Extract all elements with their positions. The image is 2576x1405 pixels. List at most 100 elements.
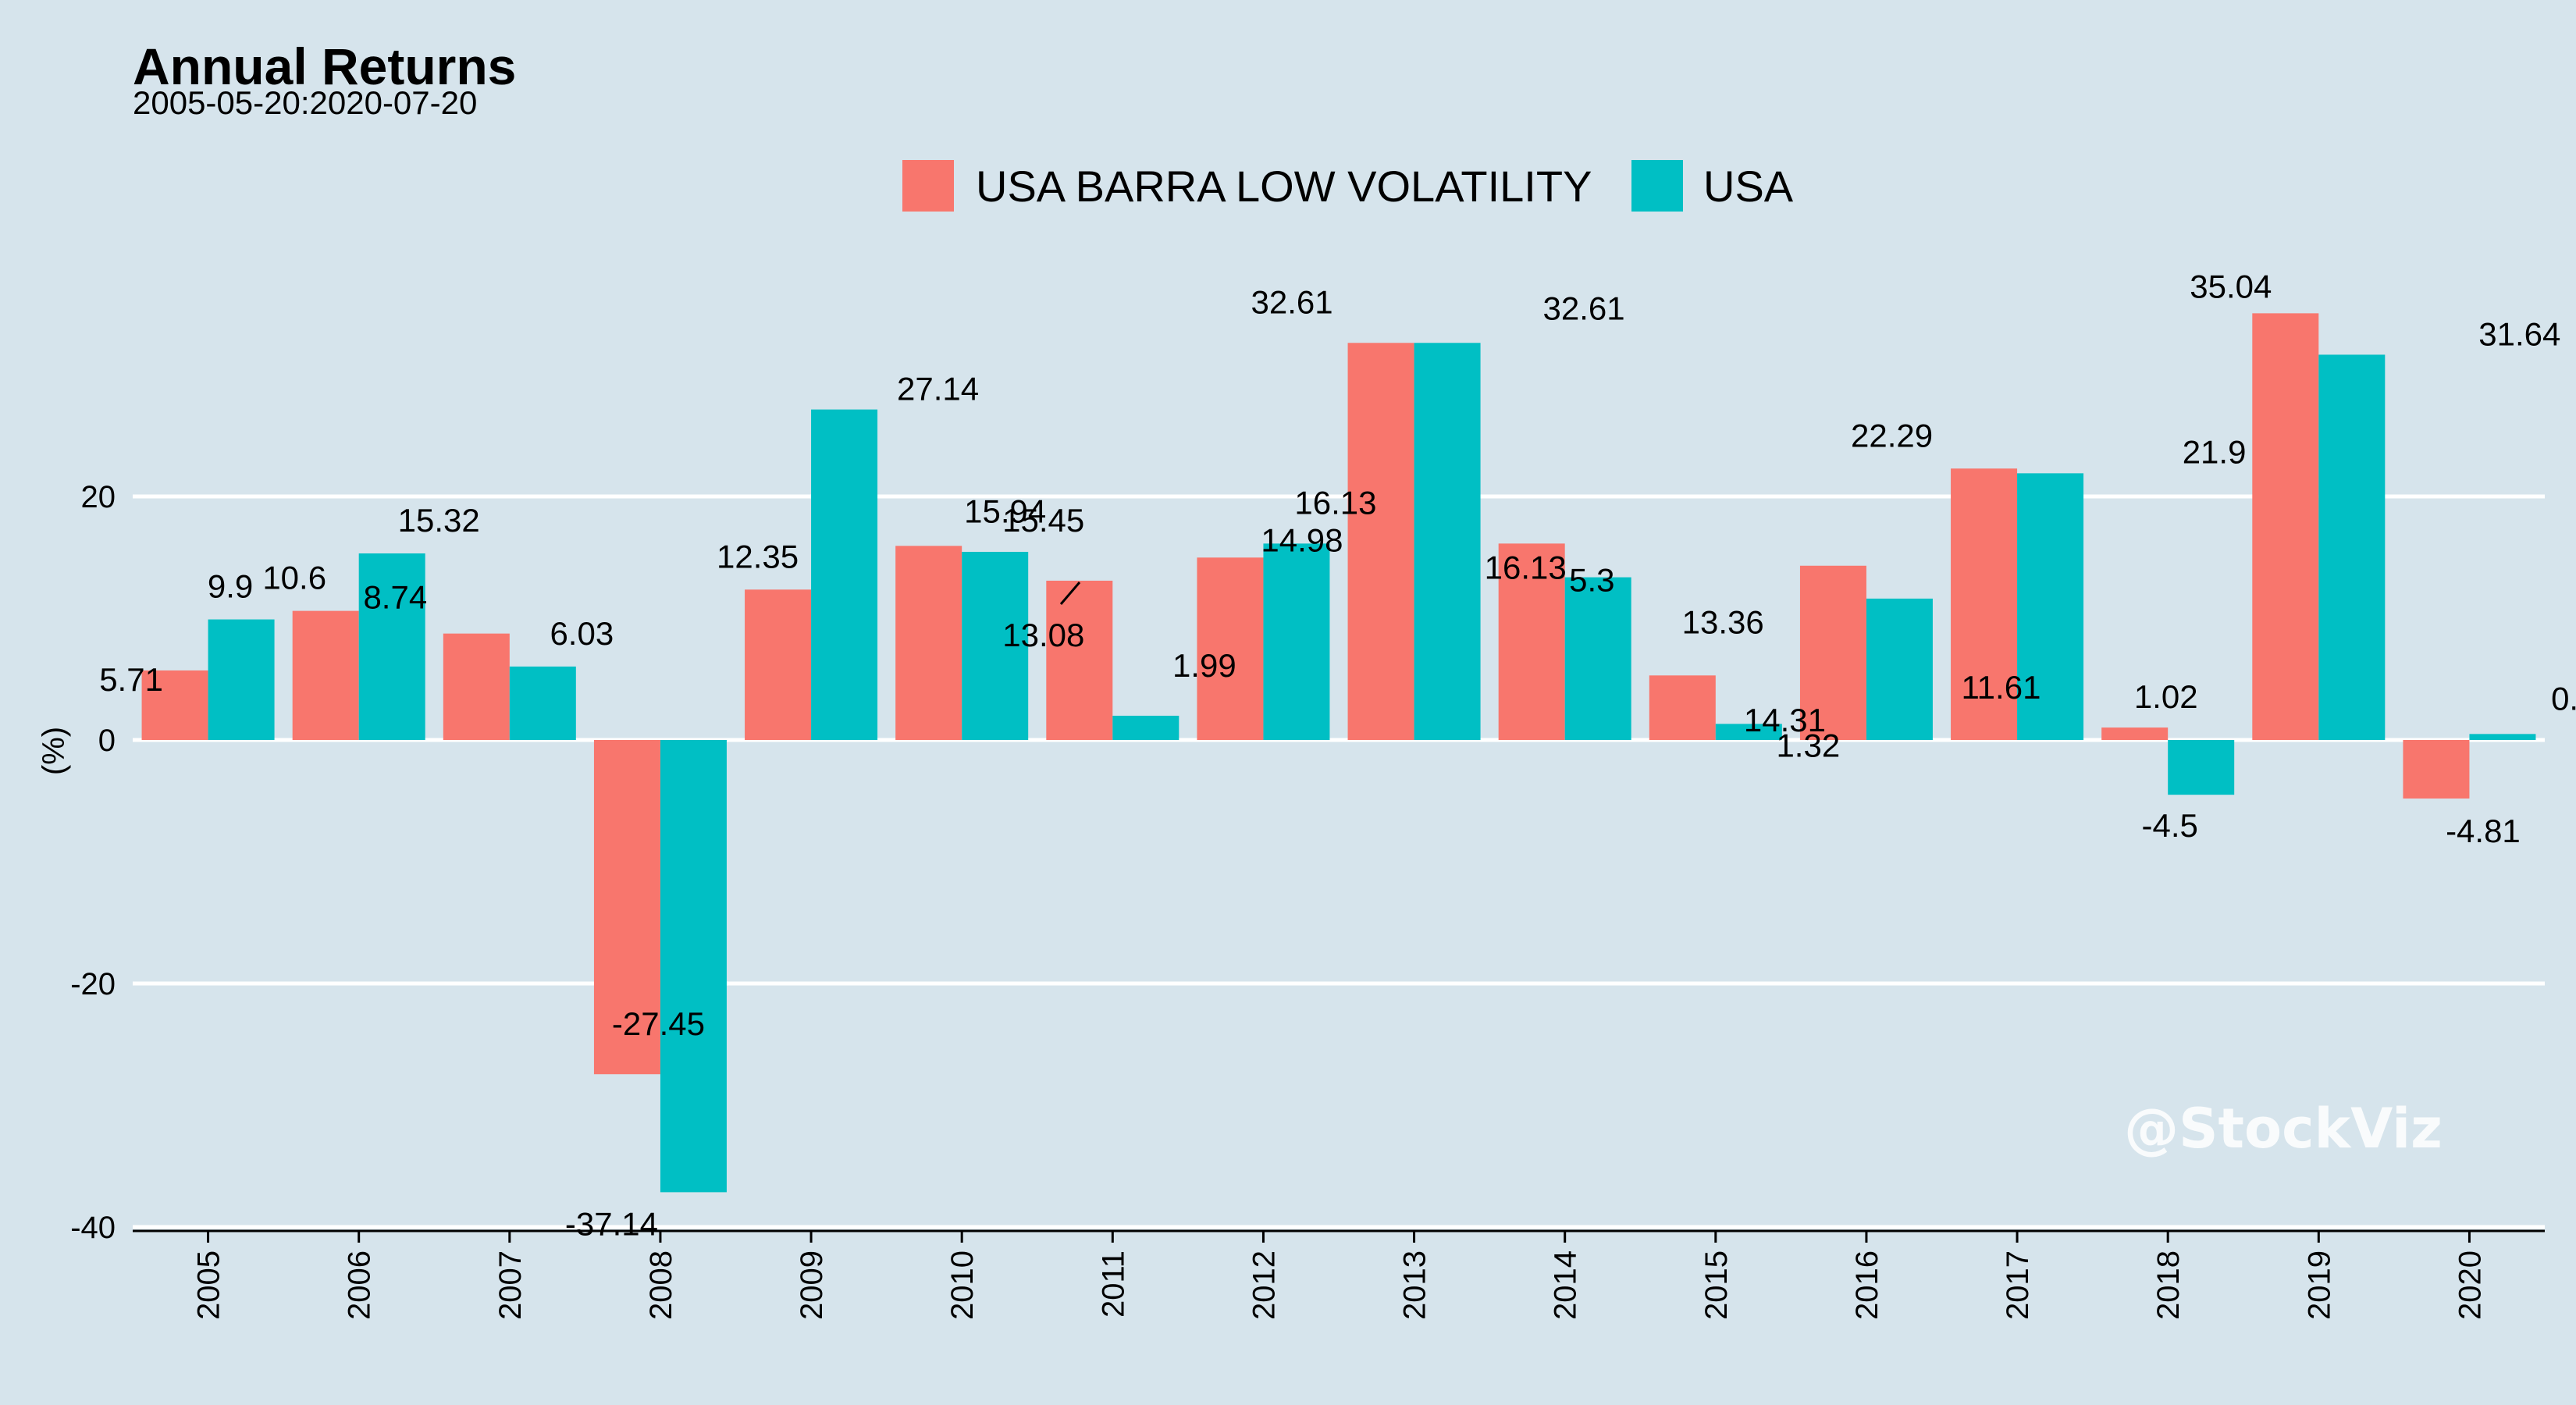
- bar-2018-low-volatility: [2101, 727, 2169, 740]
- bar-2011-usa: [1112, 715, 1179, 740]
- bar-2020-usa: [2469, 734, 2536, 740]
- x-tick-label: 2019: [2302, 1250, 2336, 1320]
- y-tick-label: 20: [81, 480, 116, 514]
- data-label-2011-low-volatility: 13.08: [1002, 617, 1084, 653]
- bar-2007-usa: [509, 666, 576, 740]
- bar-2016-low-volatility: [1799, 565, 1866, 740]
- bar-2015-low-volatility: [1649, 675, 1716, 740]
- bar-2014-low-volatility: [1498, 543, 1565, 740]
- bar-2010-low-volatility: [895, 546, 962, 740]
- x-tick-label: 2007: [493, 1250, 528, 1320]
- data-label-2009-usa: 27.14: [897, 371, 979, 407]
- data-label-2018-low-volatility: 1.02: [2134, 678, 2198, 715]
- data-label-2017-low-volatility: 22.29: [1851, 417, 1933, 454]
- bar-2019-usa: [2318, 354, 2386, 740]
- bar-2017-usa: [2017, 473, 2084, 740]
- bar-2012-low-volatility: [1197, 557, 1264, 740]
- bar-2005-usa: [208, 619, 275, 740]
- bar-2006-low-volatility: [292, 610, 359, 740]
- x-tick-label: 2010: [945, 1250, 980, 1320]
- bar-2013-low-volatility: [1347, 343, 1414, 740]
- data-label-2014-low-volatility: 16.13: [1485, 549, 1567, 585]
- bar-2012-usa: [1263, 543, 1330, 740]
- data-label-2008-usa: -37.14: [565, 1205, 658, 1242]
- legend-swatch-low-volatility: [902, 160, 954, 212]
- bars: [141, 313, 2536, 1193]
- bar-2006-usa: [358, 553, 425, 740]
- bar-2016-usa: [1866, 598, 1933, 740]
- chart-subtitle: 2005-05-20:2020-07-20: [133, 84, 477, 121]
- data-label-2010-low-volatility: 15.94: [964, 493, 1046, 529]
- data-label-2006-usa: 15.32: [398, 502, 480, 539]
- label-leader-line: [1059, 582, 1081, 605]
- y-axis-label: (%): [37, 727, 71, 775]
- bar-2008-low-volatility: [593, 740, 660, 1075]
- data-label-2009-low-volatility: 12.35: [717, 538, 799, 574]
- data-label-2017-usa: 21.9: [2183, 433, 2247, 470]
- bar-2017-low-volatility: [1951, 468, 2018, 740]
- data-label-2010-usa: 15.45: [1002, 502, 1084, 539]
- x-tick-label: 2006: [343, 1250, 377, 1320]
- x-tick-label: 2017: [2001, 1250, 2035, 1320]
- x-tick-label: 2018: [2151, 1250, 2186, 1320]
- bar-2007-low-volatility: [443, 633, 510, 740]
- y-tick-label: -20: [70, 967, 116, 1001]
- data-label-2013-low-volatility: 32.61: [1251, 283, 1333, 320]
- bar-2014-usa: [1564, 577, 1631, 740]
- data-label-2018-usa: -4.5: [2142, 807, 2198, 844]
- legend-label-low-volatility: USA BARRA LOW VOLATILITY: [976, 162, 1592, 211]
- data-label-2008-low-volatility: -27.45: [612, 1005, 705, 1042]
- x-tick-label: 2014: [1549, 1250, 1583, 1320]
- bar-2015-usa: [1715, 724, 1782, 740]
- bar-2009-usa: [811, 409, 878, 740]
- bar-2009-low-volatility: [745, 589, 812, 740]
- x-tick-label: 2009: [795, 1250, 829, 1320]
- data-label-2015-low-volatility: 5.3: [1569, 561, 1614, 598]
- x-tick-label: 2008: [644, 1250, 678, 1320]
- x-tick-label: 2015: [1699, 1250, 1734, 1320]
- data-label-2019-low-volatility: 35.04: [2190, 268, 2272, 304]
- axes: 2005 2006 2007 2008 2009 2010 2011 2012 2013 2014…: [133, 1229, 2545, 1320]
- chart-title: Annual Returns: [133, 37, 516, 95]
- x-tick-label: 2020: [2453, 1250, 2487, 1320]
- data-label-2016-low-volatility: 14.31: [1744, 702, 1826, 738]
- data-label-2007-low-volatility: 8.74: [363, 579, 427, 616]
- bar-2011-low-volatility: [1046, 580, 1113, 740]
- y-tick-label: 0: [98, 724, 116, 758]
- grid-lines: 20 0 -20 -40: [70, 480, 2545, 1245]
- legend: USA BARRA LOW VOLATILITY USA: [902, 160, 1794, 212]
- data-label-2016-usa: 11.61: [1961, 669, 2041, 706]
- x-tick-label: 2011: [1096, 1250, 1130, 1318]
- data-label-2006-low-volatility: 10.6: [262, 560, 326, 596]
- bar-2018-usa: [2168, 740, 2235, 795]
- data-label-2005-low-volatility: 5.71: [99, 661, 163, 698]
- y-tick-label: -40: [70, 1211, 116, 1245]
- data-label-2019-usa: 31.64: [2478, 315, 2560, 352]
- bar-2020-low-volatility: [2403, 740, 2470, 799]
- x-tick-label: 2012: [1247, 1250, 1281, 1320]
- x-tick-label: 2005: [192, 1250, 226, 1320]
- bar-2013-usa: [1414, 343, 1481, 740]
- data-label-2014-usa: 13.36: [1682, 604, 1764, 641]
- legend-swatch-usa: [1631, 160, 1683, 212]
- data-labels: 5.71 9.9 10.6 15.32 8.74 6.03 -27.45 -37.14 12.3…: [99, 268, 2576, 1242]
- data-label-2020-low-volatility: -4.81: [2446, 813, 2521, 849]
- data-label-2015-usa: 1.32: [1776, 727, 1840, 763]
- data-label-2020-usa: 0.49: [2551, 680, 2576, 717]
- data-label-2007-usa: 6.03: [550, 615, 614, 652]
- bar-2008-usa: [660, 740, 727, 1193]
- watermark: @StockViz: [2124, 1097, 2443, 1161]
- bar-2005-low-volatility: [141, 670, 208, 740]
- x-tick-label: 2016: [1850, 1250, 1884, 1320]
- data-label-2012-low-volatility: 14.98: [1261, 521, 1343, 558]
- data-label-2013-usa: 32.61: [1543, 290, 1625, 326]
- legend-label-usa: USA: [1703, 162, 1794, 211]
- bar-2010-usa: [962, 551, 1029, 740]
- data-label-2011-usa: 1.99: [1172, 647, 1236, 684]
- data-label-2005-usa: 9.9: [208, 568, 253, 605]
- x-tick-label: 2013: [1398, 1250, 1432, 1320]
- data-label-2012-usa: 16.13: [1294, 484, 1376, 521]
- bar-2019-low-volatility: [2252, 313, 2319, 741]
